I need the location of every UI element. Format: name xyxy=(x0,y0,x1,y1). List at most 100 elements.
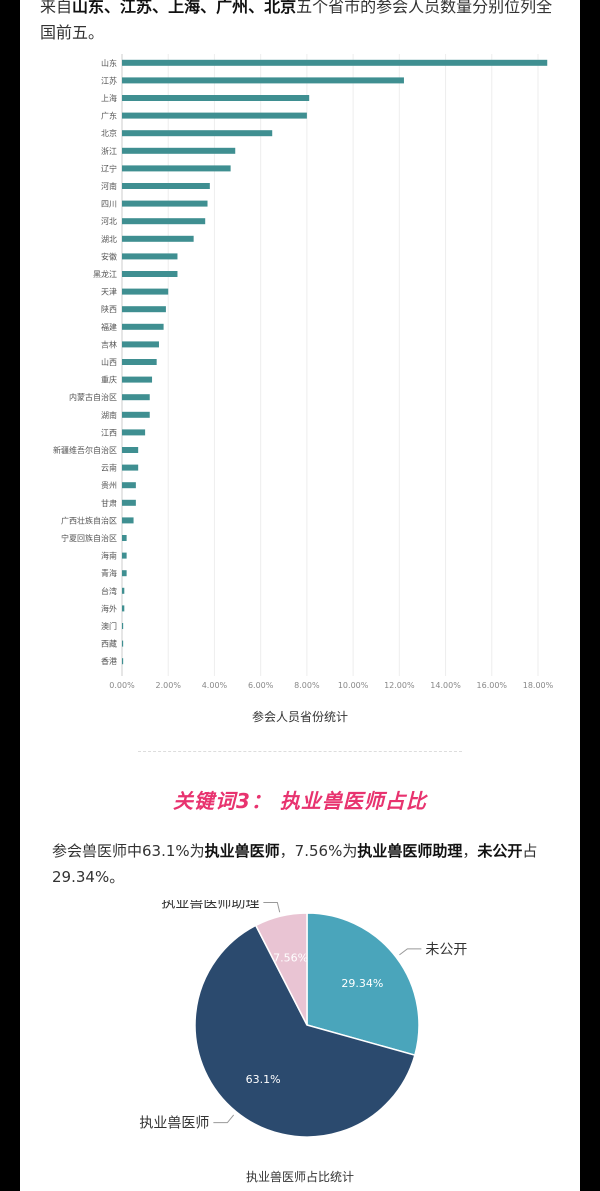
x-tick-label: 12.00% xyxy=(384,681,415,690)
x-tick-label: 6.00% xyxy=(248,681,274,690)
y-category-label: 辽宁 xyxy=(101,163,117,173)
bar-天津 xyxy=(122,288,169,295)
summary-text-2: ，7.56%为 xyxy=(279,842,358,860)
intro-text: 来自山东、江苏、上海、广州、北京五个省市的参会人员数量分别位列全国前五。 xyxy=(40,0,560,46)
bar-浙江 xyxy=(122,147,236,154)
bar-重庆 xyxy=(122,376,153,383)
intro-sep-4: 、 xyxy=(248,0,265,16)
y-category-label: 台湾 xyxy=(101,586,117,596)
intro-suffix: 五个省市的参会人员数量分别位列全国前五。 xyxy=(40,0,553,42)
y-category-label: 贵州 xyxy=(101,480,117,490)
x-tick-label: 16.00% xyxy=(477,681,508,690)
bar-台湾 xyxy=(122,587,125,594)
licensed-vet-pie-chart: 29.34% 未公开 63.1% 执业兽医师 7.56% 执业兽医师助理 xyxy=(139,900,467,1138)
bar-香港 xyxy=(122,658,124,665)
bar-内蒙古自治区 xyxy=(122,394,150,401)
y-category-label: 黑龙江 xyxy=(93,269,117,279)
pie-leader-line xyxy=(399,948,422,956)
pie-slice-执业兽医师助理 xyxy=(254,912,308,1026)
y-category-label: 内蒙古自治区 xyxy=(69,392,117,402)
y-category-label: 陕西 xyxy=(101,304,117,314)
y-category-label: 新疆维吾尔自治区 xyxy=(53,445,117,455)
bar-山西 xyxy=(122,359,157,365)
summary-bold-3: 未公开 xyxy=(477,842,523,860)
intro-province-4: 广州 xyxy=(216,0,249,16)
summary-bold-1: 执业兽医师 xyxy=(204,842,280,860)
y-category-label: 海南 xyxy=(101,551,117,561)
bar-陕西 xyxy=(122,306,166,313)
pie-leader-line xyxy=(213,1114,235,1124)
intro-sep-1: 、 xyxy=(104,0,121,16)
intro-province-1: 山东 xyxy=(72,0,105,16)
x-tick-label: 4.00% xyxy=(202,681,228,690)
bar-北京 xyxy=(122,130,273,137)
bar-贵州 xyxy=(122,482,136,489)
pie-value-label: 29.34% xyxy=(341,977,383,990)
summary-bold-2: 执业兽医师助理 xyxy=(357,842,463,860)
bar-甘肃 xyxy=(122,499,136,506)
y-category-label: 重庆 xyxy=(101,375,117,385)
bar-江苏 xyxy=(122,77,404,84)
x-tick-label: 14.00% xyxy=(430,681,461,690)
y-category-label: 河北 xyxy=(101,216,117,226)
bar-宁夏回族自治区 xyxy=(122,535,127,541)
bar-西藏 xyxy=(122,640,124,647)
bar-上海 xyxy=(122,95,310,101)
pie-leader-line xyxy=(263,902,281,913)
intro-province-5: 北京 xyxy=(264,0,297,16)
intro-sep-2: 、 xyxy=(152,0,169,16)
bar-河南 xyxy=(122,183,210,189)
x-tick-label: 2.00% xyxy=(156,681,182,690)
y-category-label: 海外 xyxy=(101,603,117,613)
pie-category-label: 执业兽医师 xyxy=(139,1116,209,1132)
y-category-label: 湖北 xyxy=(101,235,117,244)
bar-海外 xyxy=(122,605,125,612)
bar-青海 xyxy=(122,570,127,577)
y-category-label: 甘肃 xyxy=(101,498,117,508)
y-category-label: 湖南 xyxy=(101,410,117,420)
pie-value-label: 7.56% xyxy=(273,952,308,965)
y-category-label: 安徽 xyxy=(101,251,117,261)
x-tick-label: 10.00% xyxy=(338,681,369,690)
bar-辽宁 xyxy=(122,165,231,172)
bar-澳门 xyxy=(122,623,124,629)
y-category-label: 江西 xyxy=(101,428,117,437)
intro-province-3: 上海 xyxy=(168,0,201,16)
y-category-label: 青海 xyxy=(101,568,117,578)
bar-黑龙江 xyxy=(122,271,178,277)
pie-category-label: 未公开 xyxy=(425,942,467,958)
y-category-label: 宁夏回族自治区 xyxy=(61,533,117,543)
intro-province-2: 江苏 xyxy=(120,0,153,16)
section-divider xyxy=(138,751,462,752)
bar-四川 xyxy=(122,200,208,207)
bar-chart-title: 参会人员省份统计 xyxy=(251,710,348,724)
bar-新疆维吾尔自治区 xyxy=(122,447,139,453)
y-category-label: 北京 xyxy=(101,128,117,138)
bar-安徽 xyxy=(122,253,178,260)
y-category-label: 浙江 xyxy=(101,146,117,156)
y-category-label: 西藏 xyxy=(101,639,117,649)
x-tick-label: 18.00% xyxy=(523,681,554,690)
bar-福建 xyxy=(122,323,164,330)
y-category-label: 云南 xyxy=(101,463,117,473)
bar-江西 xyxy=(122,429,146,436)
bar-海南 xyxy=(122,552,127,559)
intro-prefix: 来自 xyxy=(40,0,73,16)
y-category-label: 江苏 xyxy=(101,75,117,85)
y-category-label: 河南 xyxy=(101,181,117,191)
bar-广东 xyxy=(122,112,307,119)
bar-山东 xyxy=(122,59,548,66)
pie-value-label: 63.1% xyxy=(246,1073,281,1086)
bar-广西壮族自治区 xyxy=(122,517,134,524)
bar-湖南 xyxy=(122,411,150,418)
x-tick-label: 0.00% xyxy=(109,681,135,690)
pie-slice-未公开 xyxy=(306,912,420,1057)
bar-吉林 xyxy=(122,341,159,348)
summary-text: 参会兽医师中63.1%为执业兽医师，7.56%为执业兽医师助理，未公开占29.3… xyxy=(52,838,572,890)
x-tick-label: 8.00% xyxy=(294,681,320,690)
summary-text-1: 参会兽医师中63.1%为 xyxy=(52,842,205,860)
y-category-label: 香港 xyxy=(101,656,117,666)
y-category-label: 福建 xyxy=(101,322,117,332)
summary-text-3: ， xyxy=(462,842,478,860)
province-bar-chart: 0.00% 2.00% 4.00% 6.00% 8.00% 10.00% 12.00% 14.… xyxy=(53,54,554,690)
